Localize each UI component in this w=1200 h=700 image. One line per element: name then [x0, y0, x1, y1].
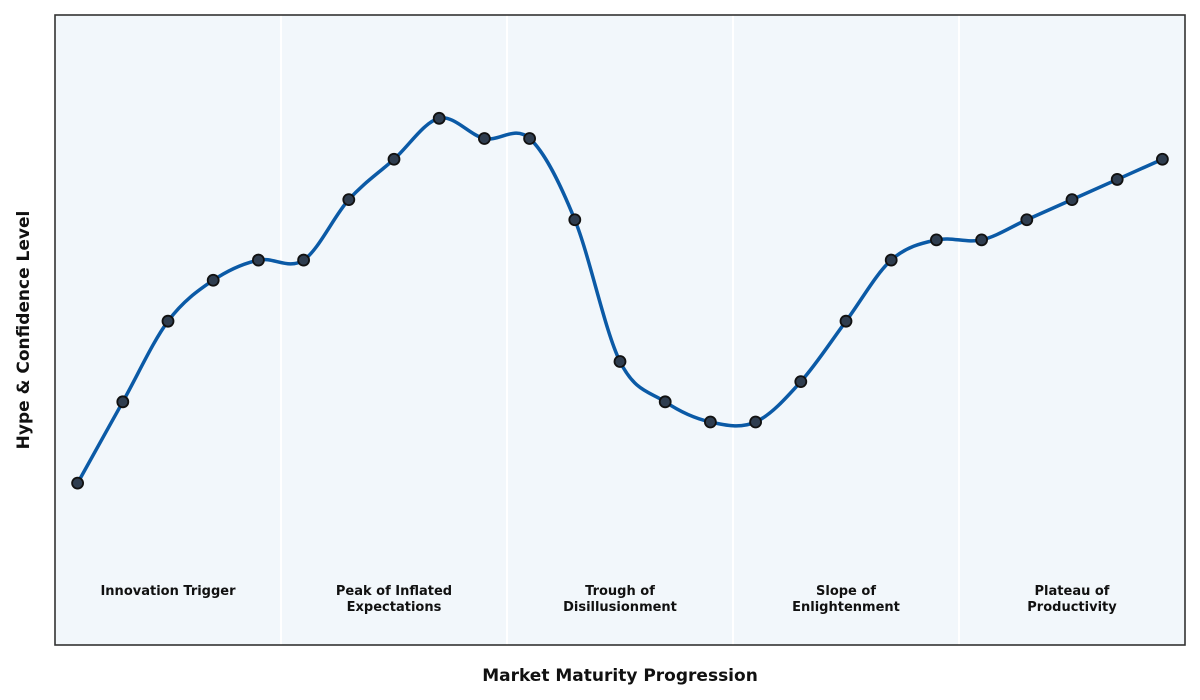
- x-axis-title: Market Maturity Progression: [482, 666, 758, 686]
- data-point-21: [975, 233, 988, 247]
- plot-frame: [54, 14, 1186, 646]
- phase-label-5: Plateau of Productivity: [1027, 584, 1117, 615]
- data-point-19: [884, 253, 898, 267]
- data-point-24: [1110, 173, 1124, 186]
- data-point-13: [613, 355, 627, 368]
- phase-dividers: [280, 15, 960, 645]
- data-point-2: [116, 395, 130, 409]
- data-point-10: [477, 132, 491, 145]
- data-point-20: [930, 233, 943, 247]
- data-point-7: [342, 193, 356, 206]
- data-point-8: [387, 152, 401, 166]
- plot-border: [54, 14, 1186, 646]
- data-point-5: [251, 253, 265, 267]
- data-point-14: [658, 395, 672, 409]
- data-point-23: [1065, 193, 1079, 206]
- data-point-16: [749, 415, 762, 429]
- data-point-12: [568, 213, 582, 227]
- data-point-9: [432, 111, 446, 125]
- data-point-18: [839, 314, 853, 328]
- data-point-3: [161, 314, 175, 328]
- phase-labels: Innovation Trigger Peak of Inflated Expect…: [100, 584, 1117, 615]
- plot-area-background: [55, 15, 1185, 645]
- data-point-15: [704, 415, 717, 429]
- phase-label-1: Innovation Trigger: [100, 584, 236, 599]
- plot-background-rect: [55, 15, 1185, 645]
- phase-label-3: Trough of Disillusionment: [563, 584, 677, 615]
- data-point-4: [206, 273, 220, 287]
- phase-label-2: Peak of Inflated Expectations: [336, 584, 452, 615]
- y-axis-title: Hype & Confidence Level: [14, 211, 34, 450]
- data-point-25: [1156, 152, 1169, 166]
- phase-label-4: Slope of Enlightenment: [792, 584, 900, 615]
- series-points-group: [71, 111, 1169, 490]
- data-point-1: [71, 476, 84, 490]
- data-point-11: [523, 132, 536, 145]
- data-point-22: [1020, 213, 1034, 227]
- data-point-17: [794, 375, 808, 389]
- data-point-6: [297, 253, 311, 267]
